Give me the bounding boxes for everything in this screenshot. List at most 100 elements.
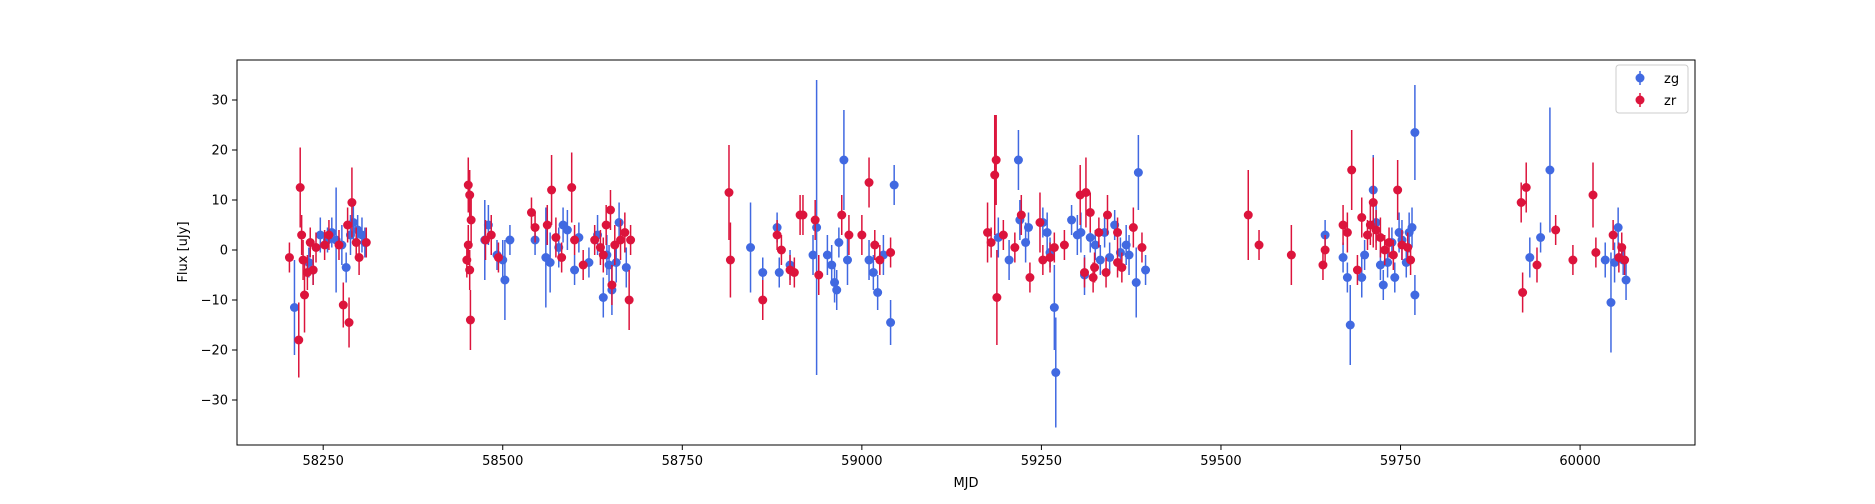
point-zr [590, 235, 600, 245]
point-zr [1101, 268, 1111, 277]
point-zr [298, 255, 308, 265]
y-axis-label: Flux [uJy] [176, 221, 191, 282]
point-zg [886, 318, 896, 327]
y-tick-label: −30 [201, 394, 228, 409]
point-zr [605, 205, 615, 215]
point-zr [986, 238, 996, 247]
point-zg [812, 223, 822, 232]
point-zg [834, 238, 844, 247]
point-zr [607, 280, 617, 290]
point-zg [839, 155, 849, 165]
y-tick-label: 20 [211, 144, 228, 159]
point-zr [864, 178, 874, 187]
point-zg [341, 263, 351, 272]
point-zr [486, 230, 496, 240]
y-tick-label: −20 [201, 344, 228, 359]
point-zr [1038, 255, 1048, 265]
point-zg [1407, 223, 1417, 232]
point-zr [837, 210, 847, 220]
point-zr [1380, 245, 1390, 255]
point-zr [1521, 183, 1531, 192]
point-zr [1113, 258, 1123, 267]
point-zr [870, 240, 880, 250]
x-axis-label: MJD [953, 476, 978, 491]
point-zg [611, 258, 621, 267]
point-zr [772, 230, 782, 240]
point-zg [1378, 280, 1388, 290]
point-zg [1105, 253, 1115, 262]
point-zr [1286, 250, 1296, 260]
point-zr [284, 253, 294, 262]
point-zr [1088, 273, 1098, 282]
legend-box [1615, 64, 1689, 114]
point-zg [1345, 320, 1355, 330]
point-zg [1375, 260, 1385, 270]
point-zr [1318, 260, 1328, 270]
point-zr [463, 240, 473, 250]
point-zg [1141, 265, 1151, 275]
series-zr-marks [284, 115, 1630, 378]
point-zg [864, 255, 874, 265]
point-zg [1410, 290, 1420, 300]
x-tick-label: 59750 [1380, 454, 1421, 469]
point-zg [873, 288, 883, 297]
point-zr [1388, 250, 1398, 260]
point-zr [1371, 225, 1381, 235]
point-zr [1568, 255, 1578, 265]
point-zr [1045, 253, 1055, 262]
point-zr [295, 183, 305, 192]
point-zg [315, 230, 325, 240]
point-zr [493, 253, 503, 262]
point-zr [1352, 265, 1362, 275]
point-zg [598, 293, 608, 302]
point-zg [1536, 233, 1546, 242]
point-zr [294, 335, 304, 345]
point-zr [1342, 228, 1352, 237]
x-tick-label: 58500 [482, 454, 523, 469]
y-tick-label: 0 [220, 244, 228, 259]
y-axis-ticks: −30 −20 −10 0 10 20 30 [201, 94, 237, 409]
point-zr [344, 318, 354, 327]
point-zr [354, 253, 364, 262]
point-zr [724, 188, 734, 197]
x-tick-label: 59000 [841, 454, 882, 469]
point-zr [1375, 233, 1385, 242]
point-zr [1368, 198, 1378, 207]
point-zr [601, 220, 611, 230]
point-zr [324, 230, 334, 240]
point-zr [1016, 210, 1026, 220]
point-zr [1128, 223, 1138, 232]
point-zr [814, 270, 824, 280]
point-zg [1390, 273, 1400, 282]
point-zr [526, 208, 536, 217]
y-tick-label: −10 [201, 294, 228, 309]
legend-zr-marker [1635, 95, 1645, 105]
legend-zr-label: zr [1664, 94, 1677, 109]
x-tick-label: 58250 [303, 454, 344, 469]
point-zr [567, 183, 577, 192]
point-zr [530, 223, 540, 232]
point-zg [842, 255, 852, 265]
point-zg [500, 275, 510, 285]
point-zg [1042, 228, 1052, 237]
point-zr [1608, 230, 1618, 240]
point-zr [990, 170, 1000, 180]
x-tick-label: 59250 [1021, 454, 1062, 469]
point-zr [1620, 255, 1630, 265]
point-zr [844, 230, 854, 240]
point-zg [1600, 255, 1610, 265]
point-zr [465, 190, 475, 200]
point-zg [1095, 255, 1105, 265]
x-tick-label: 60000 [1559, 454, 1600, 469]
point-zg [1545, 165, 1555, 175]
x-axis-ticks: 58250 58500 58750 59000 59250 59500 59750 60000 [303, 445, 1601, 469]
point-zr [1357, 213, 1367, 222]
point-zr [1338, 220, 1348, 230]
point-zr [1551, 225, 1561, 235]
point-zr [798, 210, 808, 220]
point-zr [1094, 228, 1104, 237]
point-zr [626, 235, 636, 245]
point-zr [998, 230, 1008, 240]
point-zg [621, 263, 631, 272]
point-zr [886, 248, 896, 257]
